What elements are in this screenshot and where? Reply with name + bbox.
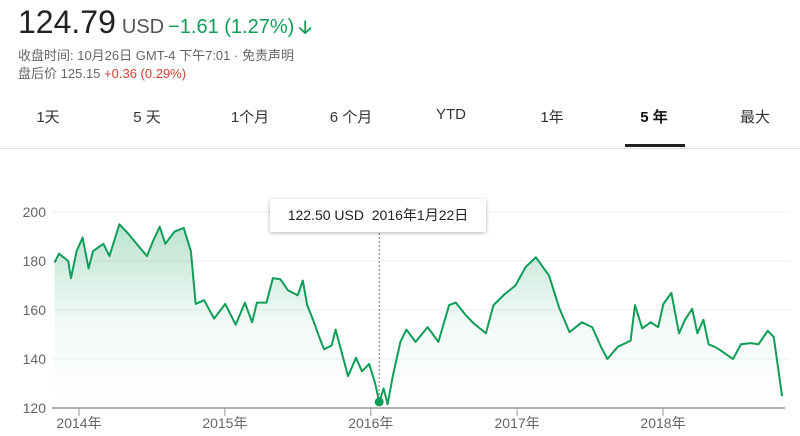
- quote-header: 124.79 USD −1.61 (1.27%) 🡣 收盘时间: 10月26日 GM…: [18, 4, 312, 83]
- after-hours-change: +0.36 (0.29%): [104, 66, 187, 81]
- y-tick-label: 200: [23, 204, 47, 220]
- arrow-down-icon: 🡣: [298, 17, 312, 37]
- x-tick-label: 2015年: [202, 415, 247, 431]
- price-area-fill: [54, 224, 783, 408]
- after-hours: 盘后价 125.15 +0.36 (0.29%): [18, 65, 312, 83]
- tooltip-value: 122.50 USD: [287, 207, 364, 223]
- tab-6m[interactable]: 6 个月: [329, 109, 373, 126]
- x-tick-label: 2014年: [56, 415, 101, 431]
- price-change: −1.61 (1.27%): [168, 16, 295, 38]
- range-tabs: 1天 5 天 1个月 6 个月 YTD 1年 5 年 最大: [0, 98, 800, 149]
- x-tick-label: 2016年: [348, 415, 393, 431]
- x-tick-label: 2017年: [495, 415, 540, 431]
- after-hours-price: 125.15: [60, 66, 101, 81]
- tab-5y[interactable]: 5 年: [640, 109, 668, 126]
- tooltip: 122.50 USD 2016年1月22日: [270, 199, 486, 232]
- tab-ytd[interactable]: YTD: [436, 106, 466, 123]
- tab-1d[interactable]: 1天: [36, 109, 60, 126]
- y-tick-label: 160: [23, 302, 47, 318]
- hover-point: [374, 397, 384, 407]
- tab-1y[interactable]: 1年: [540, 109, 564, 126]
- currency: USD: [121, 16, 165, 38]
- current-price: 124.79: [18, 4, 116, 40]
- close-time: 收盘时间: 10月26日 GMT-4 下午7:01 · 免责声明: [18, 48, 294, 63]
- price-line: [53, 223, 784, 406]
- tab-1m[interactable]: 1个月: [230, 109, 270, 126]
- y-tick-label: 120: [23, 400, 47, 416]
- active-tab-indicator: [625, 144, 685, 147]
- tab-max[interactable]: 最大: [739, 109, 771, 126]
- x-tick-label: 2018年: [640, 415, 685, 431]
- y-tick-label: 180: [23, 253, 47, 269]
- tooltip-date: 2016年1月22日: [371, 207, 469, 223]
- tab-5d[interactable]: 5 天: [133, 109, 161, 126]
- y-tick-label: 140: [23, 351, 47, 367]
- after-hours-label: 盘后价: [18, 66, 58, 81]
